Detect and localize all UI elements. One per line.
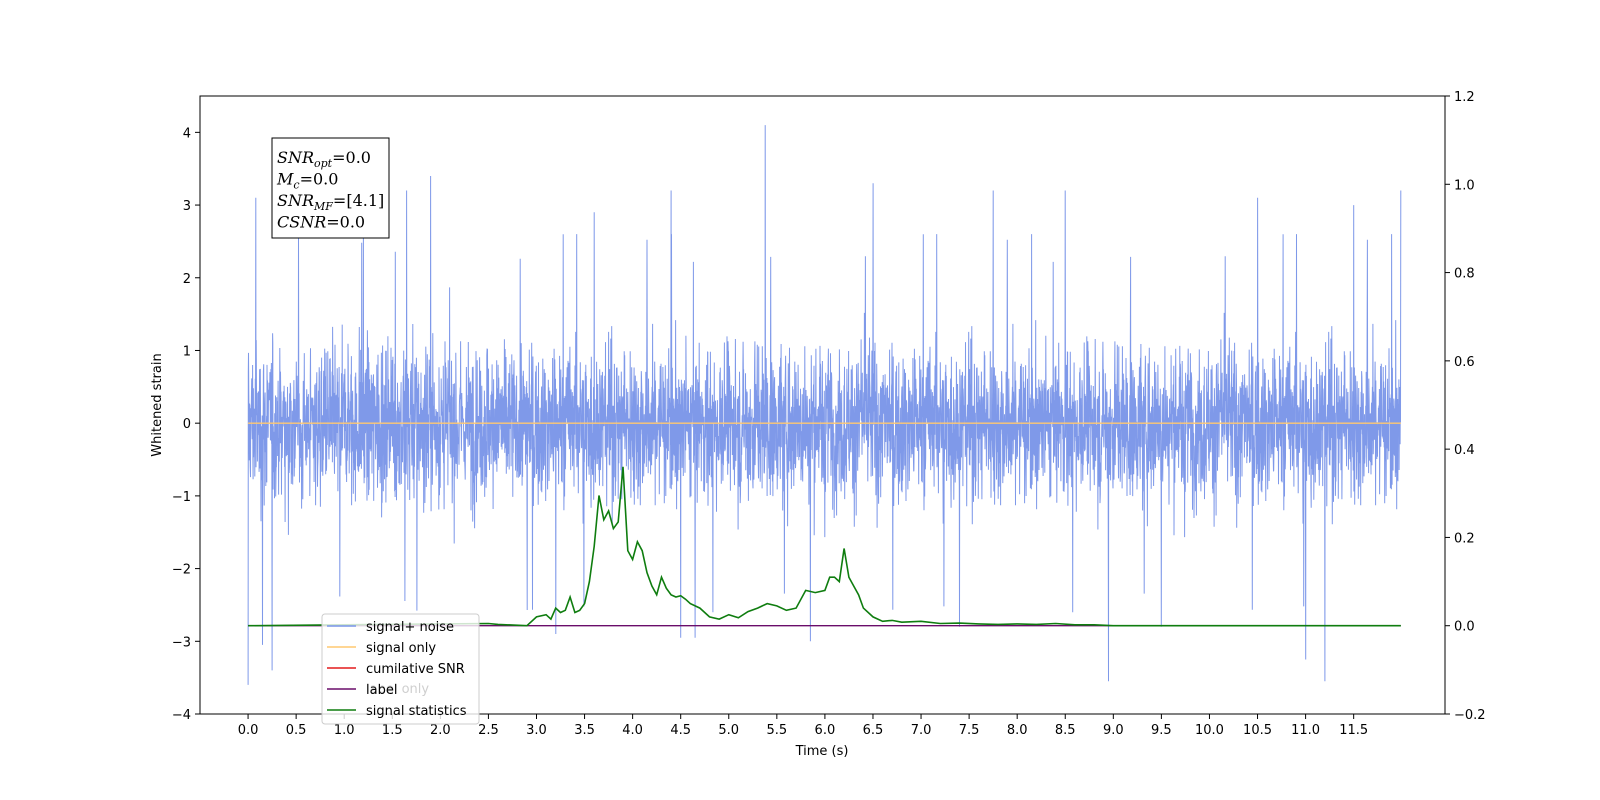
axes-frame bbox=[199, 95, 1446, 715]
x-tick-label: 4.0 bbox=[622, 723, 643, 738]
x-tick-label: 2.5 bbox=[478, 723, 499, 738]
legend-label: signal only bbox=[366, 641, 436, 656]
y-right-tick-label: 0.2 bbox=[1454, 531, 1475, 546]
y-right-tick-label: −0.2 bbox=[1454, 708, 1486, 723]
legend-ghost-text: label only bbox=[366, 682, 429, 697]
x-tick-label: 7.0 bbox=[911, 723, 932, 738]
y-tick-label: 1 bbox=[183, 344, 191, 359]
x-tick-label: 10.0 bbox=[1195, 723, 1224, 738]
x-tick-label: 5.5 bbox=[766, 723, 787, 738]
x-tick-label: 5.0 bbox=[718, 723, 739, 738]
legend-label: signal statistics bbox=[366, 704, 467, 719]
y-tick-label: 4 bbox=[183, 126, 191, 141]
y-tick-label: −2 bbox=[172, 563, 191, 578]
x-tick-label: 0.0 bbox=[238, 723, 259, 738]
x-tick-label: 2.0 bbox=[430, 723, 451, 738]
x-tick-label: 9.0 bbox=[1103, 723, 1124, 738]
y-tick-label: 3 bbox=[183, 199, 191, 214]
y-axis-left: −4 −3 −2 −1 0 1 2 3 4 bbox=[172, 126, 200, 723]
x-tick-label: 7.5 bbox=[959, 723, 980, 738]
x-tick-label: 1.5 bbox=[382, 723, 403, 738]
x-axis-label: Time (s) bbox=[795, 744, 849, 759]
legend-label: label bbox=[366, 683, 397, 698]
info-box-frame bbox=[271, 137, 390, 239]
y-right-tick-label: 0.6 bbox=[1454, 355, 1475, 370]
info-line: SNRMF=[4.1] bbox=[277, 191, 384, 213]
x-tick-label: 10.5 bbox=[1243, 723, 1272, 738]
y-right-tick-label: 1.0 bbox=[1454, 178, 1475, 193]
y-axis-right: −0.2 0.0 0.2 0.4 0.6 0.8 1.0 1.2 bbox=[1445, 90, 1486, 723]
legend-label: cumilative SNR bbox=[366, 662, 465, 677]
y-right-tick-label: 0.8 bbox=[1454, 267, 1475, 282]
y-right-tick-label: 0.0 bbox=[1454, 620, 1475, 635]
x-tick-label: 8.5 bbox=[1055, 723, 1076, 738]
x-tick-label: 9.5 bbox=[1151, 723, 1172, 738]
x-tick-label: 11.5 bbox=[1339, 723, 1368, 738]
x-tick-label: 0.5 bbox=[286, 723, 307, 738]
y-right-tick-label: 1.2 bbox=[1454, 90, 1475, 105]
x-tick-label: 11.0 bbox=[1291, 723, 1320, 738]
x-tick-label: 4.5 bbox=[670, 723, 691, 738]
x-tick-label: 1.0 bbox=[334, 723, 355, 738]
info-line: Mc=0.0 bbox=[276, 170, 338, 192]
legend-frame bbox=[321, 613, 480, 725]
x-tick-label: 3.0 bbox=[526, 723, 547, 738]
x-axis: 0.0 0.5 1.0 1.5 2.0 2.5 3.0 3.5 4.0 4.5 5.0 5.5 6.0 6… bbox=[238, 714, 1368, 738]
legend: label only signal+ noise signal only cumila… bbox=[321, 613, 480, 725]
y-tick-label: −1 bbox=[172, 490, 191, 505]
y-tick-label: −4 bbox=[172, 708, 191, 723]
series-signal-statistics-line bbox=[248, 466, 1401, 627]
x-tick-label: 6.0 bbox=[815, 723, 836, 738]
x-tick-label: 3.5 bbox=[574, 723, 595, 738]
legend-label: signal+ noise bbox=[366, 620, 454, 635]
x-tick-label: 6.5 bbox=[863, 723, 884, 738]
y-right-tick-label: 0.4 bbox=[1454, 443, 1475, 458]
series-signal-noise-line bbox=[247, 125, 1402, 685]
x-tick-label: 8.0 bbox=[1007, 723, 1028, 738]
info-line: SNRopt=0.0 bbox=[277, 148, 371, 170]
y-tick-label: 0 bbox=[183, 417, 191, 432]
y-tick-label: −3 bbox=[172, 635, 191, 650]
y-axis-label: Whitened strain bbox=[150, 353, 165, 456]
plot-area bbox=[247, 125, 1402, 685]
y-tick-label: 2 bbox=[183, 272, 191, 287]
info-line: CSNR=0.0 bbox=[277, 213, 365, 232]
